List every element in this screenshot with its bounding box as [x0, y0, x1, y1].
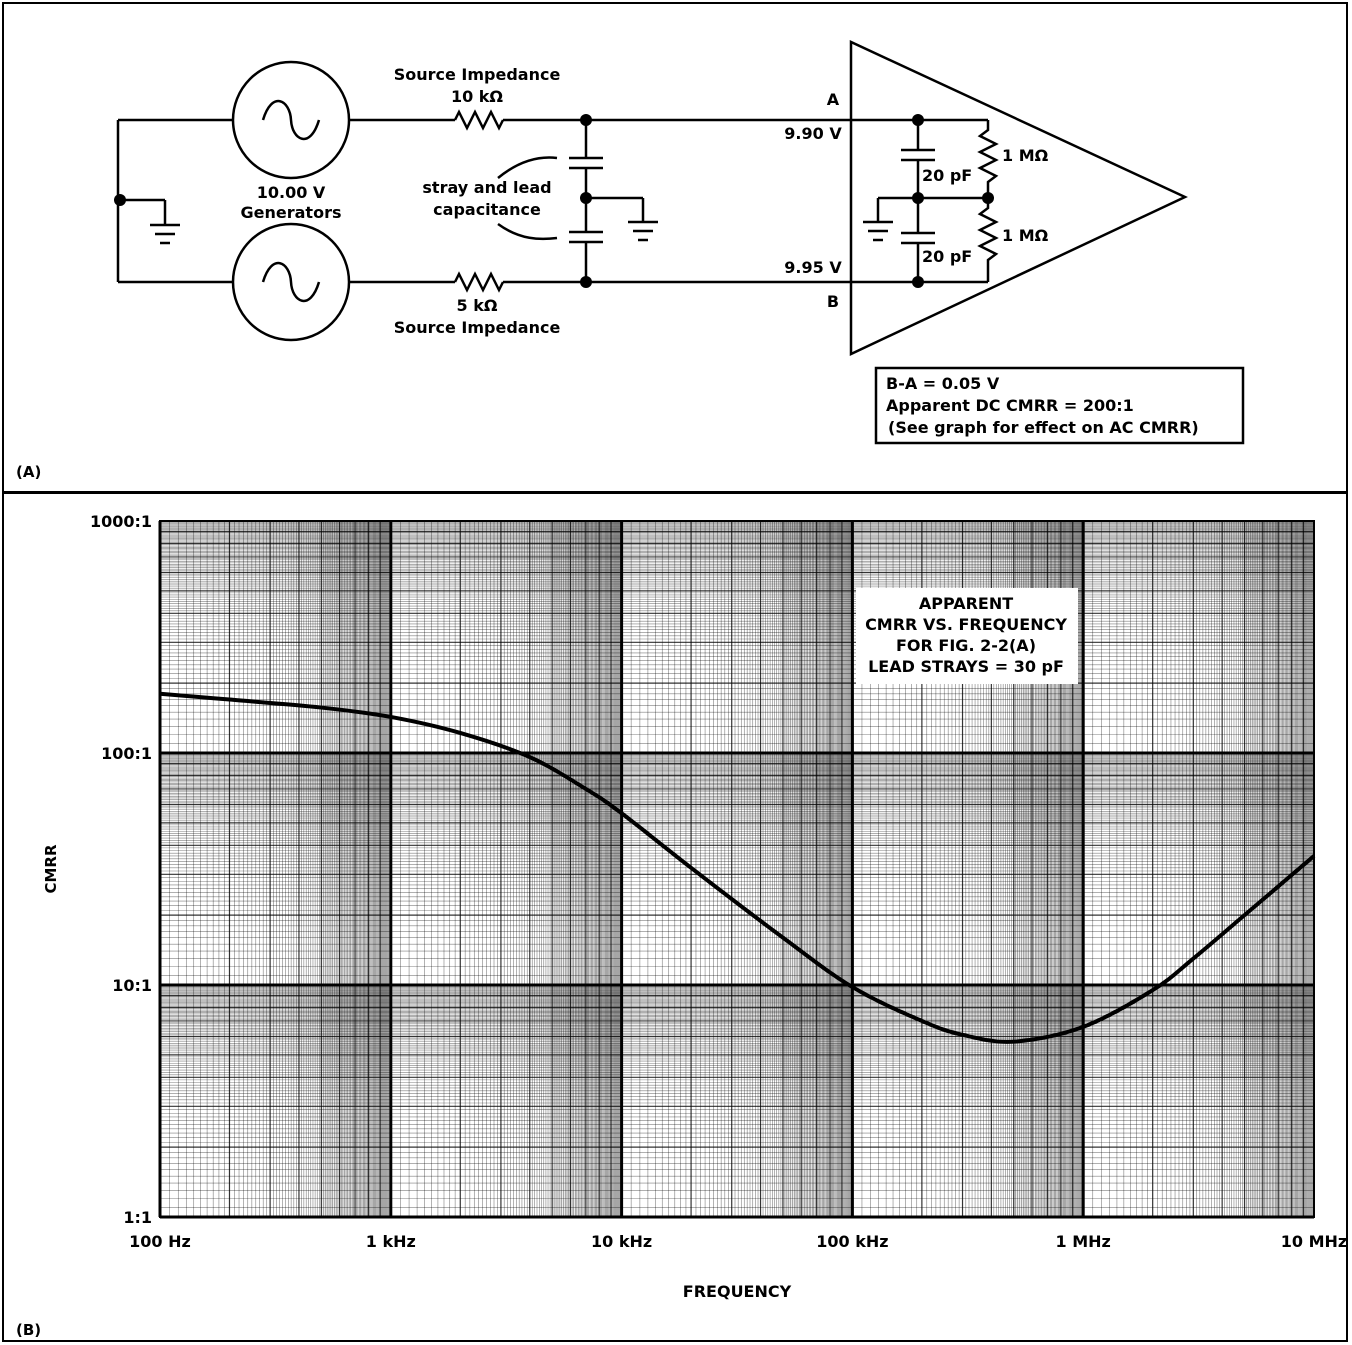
junction-dot [580, 114, 592, 126]
info-line-2: Apparent DC CMRR = 200:1 [886, 396, 1134, 415]
junction-dot [912, 276, 924, 288]
generators-voltage: 10.00 V [257, 183, 326, 202]
node-b-voltage: 9.95 V [784, 258, 842, 277]
resistor-top-icon [453, 109, 505, 131]
amplifier-triangle [849, 40, 1188, 356]
stray-label-2: capacitance [433, 200, 541, 219]
cap-bottom-label: 20 pF [922, 247, 972, 266]
res-top-label: 1 MΩ [1002, 146, 1049, 165]
res-bottom-label: 1 MΩ [1002, 226, 1049, 245]
node-b-label: B [827, 292, 839, 311]
cap-top-label: 20 pF [922, 166, 972, 185]
arrow-bottom-icon [497, 222, 558, 241]
junction-dot [982, 192, 994, 204]
info-line-1: B-A = 0.05 V [886, 374, 1000, 393]
node-a-voltage: 9.90 V [784, 124, 842, 143]
junction-dot [912, 114, 924, 126]
node-a-label: A [827, 90, 840, 109]
panel-a-label: (A) [16, 463, 42, 481]
source-impedance-top-title: Source Impedance [394, 65, 561, 84]
panel-divider [2, 491, 1348, 494]
circuit-diagram: Source Impedance 10 kΩ 5 kΩ Source Imped… [114, 40, 1245, 445]
junction-dot [114, 194, 126, 206]
stray-label-1: stray and lead [422, 178, 551, 197]
junction-dot [580, 276, 592, 288]
source-impedance-bottom-value: 5 kΩ [457, 296, 498, 315]
source-impedance-top-value: 10 kΩ [451, 87, 503, 106]
panel-b-label: (B) [16, 1321, 42, 1339]
junction-dot [912, 192, 924, 204]
resistor-bottom-icon [453, 271, 505, 293]
info-line-3: (See graph for effect on AC CMRR) [888, 418, 1199, 437]
arrow-top-icon [497, 156, 558, 179]
info-box [874, 366, 1245, 445]
sine-top-icon [261, 99, 321, 141]
int-resistor-top-icon [977, 120, 999, 198]
int-resistor-bottom-icon [977, 198, 999, 282]
junction-dot [580, 192, 592, 204]
sine-bottom-icon [261, 261, 321, 303]
source-impedance-bottom-title: Source Impedance [394, 318, 561, 337]
generators-label: Generators [241, 203, 342, 222]
